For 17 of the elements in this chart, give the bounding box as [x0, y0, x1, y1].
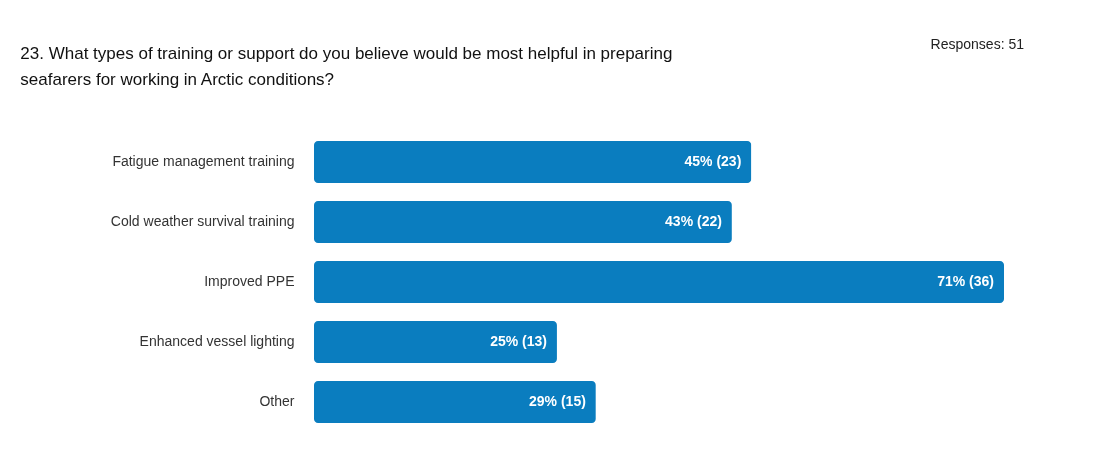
bar [314, 201, 732, 243]
data-label: 45% (23) [684, 153, 742, 169]
data-label: 71% (36) [937, 273, 994, 289]
chart-title: 23. What types of training or support do you believe would be most helpful in preparing seafarers for working in Arctic conditions? [20, 44, 673, 89]
data-label: 25% (13) [490, 333, 547, 349]
bar [314, 321, 557, 363]
y-tick-label: Cold weather survival training [110, 213, 295, 229]
bar [314, 261, 1004, 303]
y-tick-label: Improved PPE [204, 273, 295, 289]
y-tick-label: Fatigue management training [112, 153, 295, 169]
text: Responses: 51 [930, 36, 1025, 52]
data-label: 29% (15) [529, 393, 586, 409]
y-tick-label: Enhanced vessel lighting [139, 333, 295, 349]
bar [314, 141, 752, 183]
bar [314, 381, 596, 423]
data-label: 43% (22) [665, 213, 722, 229]
y-tick-label: Other [259, 393, 295, 409]
